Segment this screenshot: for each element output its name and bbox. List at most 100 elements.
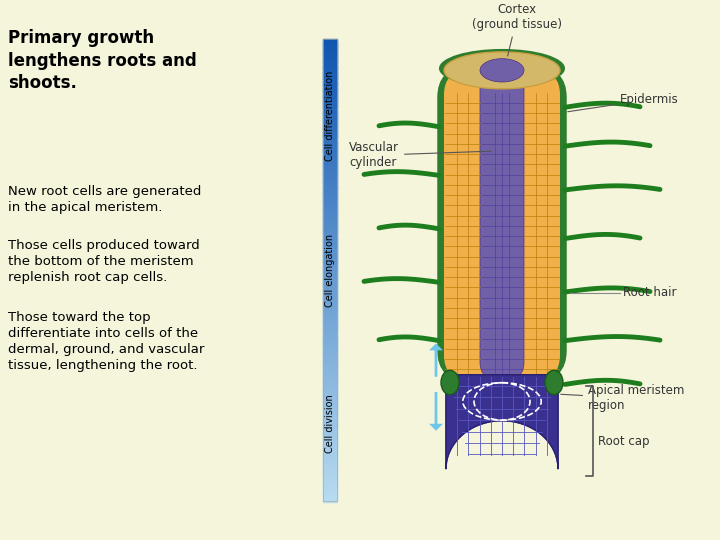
Bar (323, 159, 337, 163)
Bar (323, 116, 337, 119)
Text: Those toward the top
differentiate into cells of the
dermal, ground, and vascula: Those toward the top differentiate into … (8, 312, 204, 373)
Bar (323, 249, 337, 253)
Bar (323, 76, 337, 79)
Bar (323, 342, 337, 345)
Bar (323, 92, 337, 96)
Bar (323, 65, 337, 68)
Bar (323, 109, 337, 112)
Bar (323, 141, 337, 144)
Bar (323, 81, 337, 84)
Bar (323, 312, 337, 315)
Bar (323, 150, 337, 153)
Bar (323, 192, 337, 195)
Bar (323, 154, 337, 158)
Bar (323, 400, 337, 403)
Bar (323, 374, 337, 377)
Bar (323, 228, 337, 232)
FancyBboxPatch shape (439, 69, 565, 380)
Ellipse shape (480, 59, 524, 82)
Bar (323, 270, 337, 273)
Bar (323, 263, 337, 267)
Bar (323, 418, 337, 421)
Bar (323, 44, 337, 47)
Bar (323, 286, 337, 289)
Bar (323, 337, 337, 340)
Bar (323, 238, 337, 241)
Bar (323, 360, 337, 363)
Bar (323, 268, 337, 271)
Bar (323, 266, 337, 269)
Bar (323, 478, 337, 481)
Bar (323, 273, 337, 276)
Bar (323, 455, 337, 458)
Text: Vascular
cylinder: Vascular cylinder (349, 141, 491, 170)
Bar (323, 457, 337, 461)
Ellipse shape (444, 52, 560, 89)
Bar (323, 201, 337, 204)
Bar (323, 145, 337, 149)
Bar (323, 321, 337, 324)
Bar (323, 367, 337, 370)
Bar (323, 157, 337, 160)
Bar (323, 407, 337, 410)
Bar (323, 490, 337, 493)
Bar (323, 462, 337, 465)
Bar (323, 340, 337, 343)
Bar (323, 351, 337, 354)
Bar (323, 277, 337, 280)
Bar (323, 305, 337, 308)
Bar (323, 233, 337, 237)
Bar (323, 164, 337, 167)
Bar (323, 390, 337, 394)
Bar (323, 328, 337, 331)
Bar (323, 152, 337, 156)
FancyBboxPatch shape (480, 70, 524, 380)
Bar (323, 365, 337, 368)
Bar (323, 474, 337, 477)
Bar (323, 381, 337, 384)
Bar (323, 94, 337, 98)
Bar (323, 376, 337, 380)
Text: New root cells are generated
in the apical meristem.: New root cells are generated in the apic… (8, 185, 202, 214)
Bar (323, 245, 337, 248)
Bar (323, 87, 337, 91)
Bar (323, 196, 337, 200)
Bar (323, 300, 337, 303)
Bar (323, 446, 337, 449)
Text: Root hair: Root hair (623, 286, 677, 299)
Bar (323, 199, 337, 202)
Bar (323, 450, 337, 454)
Bar (323, 171, 337, 174)
Bar (323, 83, 337, 86)
Bar (323, 429, 337, 433)
Text: Cortex
(ground tissue): Cortex (ground tissue) (472, 3, 562, 56)
Bar (323, 275, 337, 278)
Bar (323, 134, 337, 137)
Bar (323, 480, 337, 484)
Bar (323, 168, 337, 172)
Bar (323, 443, 337, 447)
Bar (323, 436, 337, 440)
Bar (323, 432, 337, 435)
Bar (323, 39, 337, 43)
Bar (323, 344, 337, 347)
Bar (323, 102, 337, 105)
Bar (323, 434, 337, 437)
Bar (323, 413, 337, 417)
Text: Cell differentiation: Cell differentiation (325, 71, 335, 161)
Bar (323, 240, 337, 244)
Bar (323, 291, 337, 294)
Bar (323, 314, 337, 318)
Text: Apical meristem
region: Apical meristem region (561, 384, 685, 413)
Bar (323, 90, 337, 93)
Bar (323, 496, 337, 500)
Bar (323, 143, 337, 146)
Bar (323, 316, 337, 320)
Bar (323, 309, 337, 313)
Bar (323, 217, 337, 220)
Text: Primary growth
lengthens roots and
shoots.: Primary growth lengthens roots and shoot… (8, 30, 197, 92)
Bar (323, 393, 337, 396)
Bar (323, 226, 337, 230)
Bar (323, 62, 337, 65)
Bar (323, 372, 337, 375)
